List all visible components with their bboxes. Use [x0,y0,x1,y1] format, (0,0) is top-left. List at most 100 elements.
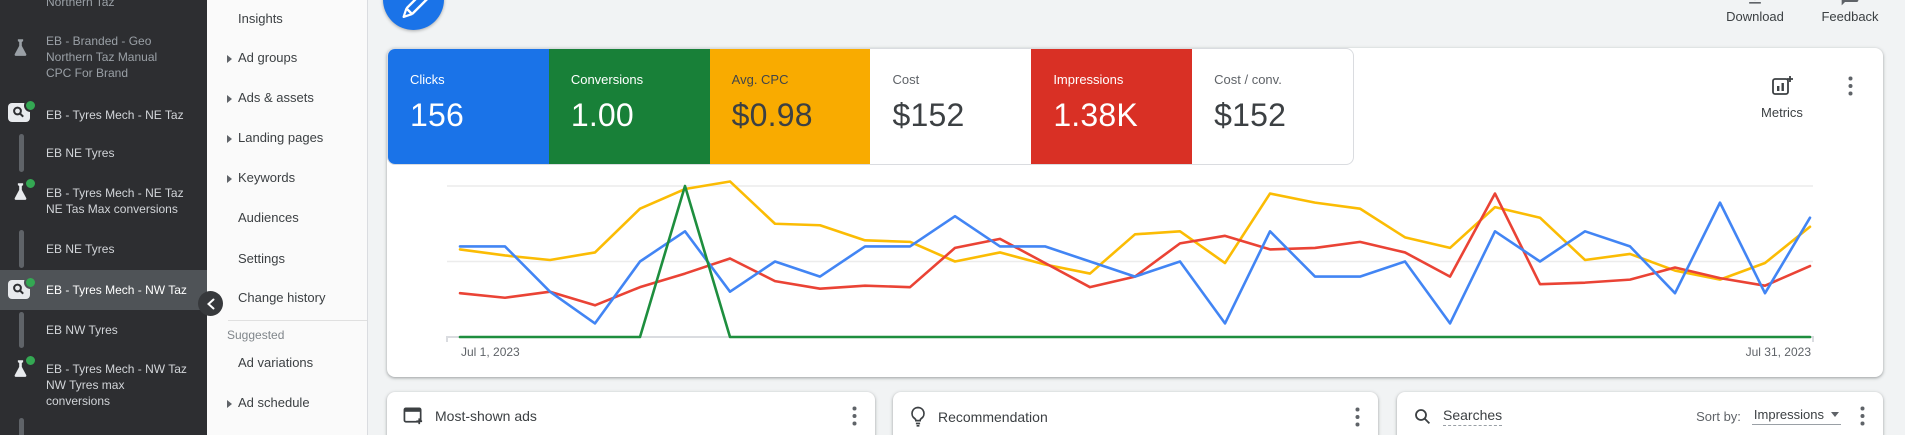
sort-by-label: Sort by: [1696,408,1741,424]
campaign-label-line: NW Tyres max [46,378,125,392]
metric-label: Conversions [570,72,644,87]
download-icon [1745,0,1765,10]
campaign-label-line: NE Tas Max conversions [46,202,178,216]
sidebar-item-eb-nw-tyres[interactable]: EB NW Tyres [0,312,207,348]
sort-dropdown[interactable]: Impressions [1751,407,1841,425]
campaign-label-line: EB - Branded - Geo [46,34,152,48]
nav-label: Ad groups [238,50,298,65]
nav-label: Keywords [238,170,296,185]
chart-end-date: Jul 31, 2023 [1745,345,1811,359]
card-title: Searches [1443,407,1503,426]
sidebar-item-eb-tyres-mech-nw-taz-selected[interactable]: EB - Tyres Mech - NW Taz [0,270,207,310]
search-icon [1415,408,1431,424]
campaign-label: Northern Taz [46,0,115,9]
nav-item-ads-assets[interactable]: Ads & assets [227,90,314,108]
status-enabled-dot [24,177,37,190]
nav-label: Ad schedule [238,395,310,410]
campaign-label: EB - Tyres Mech - NW Taz [46,283,187,297]
experiment-icon [10,37,31,59]
expand-arrow-icon [227,400,232,408]
ad-group-label: EB NE Tyres [46,242,115,256]
sidebar-item-northern-taz[interactable]: Northern Taz [0,0,207,10]
metrics-chart-plus-icon [1772,76,1793,95]
expand-arrow-icon [227,175,232,183]
campaign-label: EB - Tyres Mech - NE Taz [46,108,184,122]
metrics-button-label: Metrics [1761,105,1803,120]
panel-kebab-menu[interactable] [1848,76,1853,96]
nav-item-audiences[interactable]: Audiences [238,210,299,228]
status-enabled-dot [24,276,37,289]
nav-item-keywords[interactable]: Keywords [227,170,296,188]
nav-item-ad-variations[interactable]: Ad variations [238,355,313,373]
metric-value: 156 [410,97,464,133]
metric-value: 1.00 [570,97,634,133]
most-shown-ads-card: Most-shown ads [387,392,875,435]
card-kebab-menu[interactable] [1860,406,1865,426]
nav-item-ad-groups[interactable]: Ad groups [227,50,298,68]
nav-label: Ad variations [238,355,314,370]
metric-card-clicks[interactable]: Clicks 156 [388,49,549,164]
nav-item-ad-schedule[interactable]: Ad schedule [227,395,310,413]
nav-item-change-history[interactable]: Change history [238,290,325,308]
feedback-label: Feedback [1821,9,1879,24]
experiment-icon [10,181,31,203]
nav-label: Settings [238,251,285,266]
sidebar-item-nw-max-conversions[interactable]: EB - Tyres Mech - NW Taz NW Tyres max co… [0,354,207,409]
nav-label: Landing pages [238,130,324,145]
campaign-label-line: EB - Tyres Mech - NE Taz [46,186,184,200]
status-enabled-dot [24,99,37,112]
sidebar-item-ne-max-conversions[interactable]: EB - Tyres Mech - NE Taz NE Tas Max conv… [0,177,207,217]
nav-item-settings[interactable]: Settings [238,251,285,269]
metric-card-impressions[interactable]: Impressions 1.38K [1031,49,1193,164]
download-label: Download [1726,9,1784,24]
metric-value: $152 [1214,97,1287,133]
ads-window-plus-icon [403,407,423,425]
lightbulb-icon [911,406,925,427]
card-title: Most-shown ads [435,408,537,424]
metric-label: Clicks [410,72,445,87]
ad-group-bar-icon [19,418,24,435]
edit-fab-button[interactable] [383,0,444,30]
metric-card-conversions[interactable]: Conversions 1.00 [548,49,710,164]
card-kebab-menu[interactable] [852,406,857,426]
metrics-button[interactable]: Metrics [1743,74,1821,120]
metric-card-cost-per-conv[interactable]: Cost / conv. $152 [1192,49,1353,164]
nav-label: Insights [238,11,283,26]
sidebar-item-eb-ne-tyres[interactable]: EB NE Tyres [0,134,207,172]
card-kebab-menu[interactable] [1355,407,1360,427]
nav-item-landing-pages[interactable]: Landing pages [227,130,324,148]
nav-label: Audiences [238,210,299,225]
feedback-button[interactable]: Feedback [1805,0,1895,30]
sidebar-collapse-button[interactable] [198,291,223,316]
card-title: Recommendation [938,408,1048,425]
sidebar-item-eb-ne-tyres-2[interactable]: EB NE Tyres [0,230,207,268]
sort-value: Impressions [1753,407,1824,422]
nav-label: Change history [238,290,326,305]
campaign-label-line: conversions [46,394,111,408]
recommendation-card: Recommendation [893,392,1378,435]
campaign-label-line: Northern Taz Manual [46,50,158,64]
dropdown-caret-icon [1831,412,1839,417]
metric-card-avg-cpc[interactable]: Avg. CPC $0.98 [709,49,871,164]
download-button[interactable]: Download [1710,0,1800,30]
chart-start-date: Jul 1, 2023 [461,345,520,359]
metric-label: Cost [892,72,920,87]
metric-label: Cost / conv. [1214,72,1282,87]
overview-panel: Clicks 156 Conversions 1.00 Avg. CPC $0.… [387,48,1883,377]
sidebar-item-eb-branded-geo[interactable]: EB - Branded - Geo Northern Taz Manual C… [0,33,207,81]
feedback-icon [1840,0,1860,10]
experiment-icon [10,358,31,380]
nav-item-insights[interactable]: Insights [238,11,283,29]
campaign-label-line: CPC For Brand [46,66,129,80]
campaign-sidebar: Northern Taz EB - Branded - Geo Northern… [0,0,207,435]
campaign-label-line: EB - Tyres Mech - NW Taz [46,362,187,376]
metric-value: $152 [892,97,965,133]
ad-group-bar-icon [19,134,24,172]
expand-arrow-icon [227,55,232,63]
metric-label: Avg. CPC [731,72,789,87]
sidebar-item-eb-tyres-mech-ne-taz[interactable]: EB - Tyres Mech - NE Taz [0,99,207,123]
metric-card-cost[interactable]: Cost $152 [870,49,1031,164]
nav-divider [228,320,367,321]
ad-group-bar-icon [19,312,24,348]
